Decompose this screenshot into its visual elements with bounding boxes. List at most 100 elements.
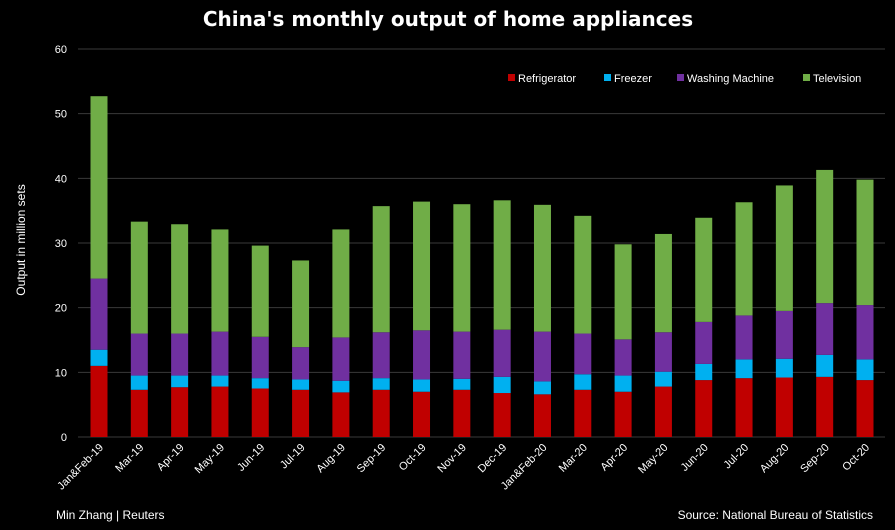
bar-segment (775, 310, 793, 359)
bar-segment (413, 379, 431, 392)
bar-segment (171, 224, 189, 334)
legend-label: Washing Machine (687, 73, 774, 85)
bar-segment (292, 260, 310, 348)
bar-segment (372, 378, 390, 390)
bar-segment (735, 378, 753, 437)
x-tick-label: Sep-20 (798, 442, 832, 476)
y-tick-label: 50 (55, 109, 67, 121)
y-tick-label: 60 (55, 44, 67, 56)
bar-segment (453, 378, 471, 390)
bar-segment (251, 245, 269, 337)
bar-segment (292, 389, 310, 437)
bar-segment (251, 378, 269, 389)
bar-segment (493, 393, 511, 437)
x-tick-label: Jul-20 (721, 442, 751, 472)
bar-segment (816, 376, 834, 437)
bar-segment (775, 185, 793, 311)
x-tick-label: May-20 (636, 442, 670, 476)
bar-segment (695, 363, 713, 381)
y-tick-label: 40 (55, 173, 67, 185)
bar-segment (654, 386, 672, 437)
bar-segment (90, 365, 108, 437)
bar-segment (574, 374, 592, 390)
x-tick-label: Oct-20 (840, 442, 872, 474)
x-tick-label: Sep-19 (355, 442, 389, 476)
x-tick-label: Aug-19 (314, 442, 348, 476)
bar-segment (332, 392, 350, 437)
x-tick-label: Nov-19 (435, 442, 469, 476)
bar-segment (533, 331, 551, 382)
x-tick-label: Aug-20 (758, 442, 792, 476)
bar-segment (130, 389, 148, 437)
gridlines (78, 48, 885, 438)
bar-segment (695, 380, 713, 437)
x-tick-label: Mar-20 (557, 442, 590, 475)
bar-segment (171, 333, 189, 376)
footer-source: Source: National Bureau of Statistics (678, 508, 873, 522)
bar-segment (413, 201, 431, 331)
bar-segment (816, 169, 834, 304)
bar-segment (735, 359, 753, 379)
bar-segment (130, 333, 148, 376)
footer-credit: Min Zhang | Reuters (56, 508, 165, 522)
bar-segment (574, 215, 592, 334)
bar-segment (251, 388, 269, 437)
bar-segment (372, 206, 390, 333)
bar-segment (856, 380, 874, 437)
bar-segment (171, 375, 189, 388)
bar-segment (372, 332, 390, 379)
bar-segment (533, 204, 551, 332)
y-axis-label: Output in million sets (14, 184, 28, 295)
bar-segment (493, 200, 511, 330)
x-tick-label: Jun-20 (679, 442, 711, 474)
bar-segment (816, 303, 834, 355)
x-tick-label: Jun-19 (235, 442, 267, 474)
bar-segment (413, 391, 431, 437)
bar-segment (211, 229, 229, 332)
bar-segment (453, 331, 471, 379)
bar-segment (856, 179, 874, 306)
x-tick-label: May-19 (193, 442, 227, 476)
bar-segment (533, 381, 551, 395)
bar-segment (574, 389, 592, 437)
bar-segment (775, 377, 793, 437)
bar-segment (775, 358, 793, 378)
x-axis-ticks: Jan&Feb-19 Mar-19 Apr-19 May-19 Jun-19 Jul-19… (55, 442, 872, 493)
bar-segment (372, 389, 390, 437)
legend-label: Freezer (614, 73, 652, 85)
bar-segment (130, 221, 148, 334)
bar-segment (332, 337, 350, 381)
legend-swatch (677, 74, 684, 81)
x-tick-label: Dec-19 (476, 442, 510, 476)
bar-segment (90, 278, 108, 350)
y-axis-ticks: 0 10 20 30 40 50 60 (55, 44, 67, 444)
x-tick-label: Apr-19 (155, 442, 187, 474)
y-tick-label: 0 (61, 432, 67, 444)
bar-segment (614, 244, 632, 340)
bar-segment (816, 354, 834, 377)
bar-segment (453, 389, 471, 437)
bar-segment (211, 375, 229, 387)
bar-segment (614, 391, 632, 437)
bar-segment (90, 349, 108, 366)
legend-label: Television (813, 73, 861, 85)
bar-segment (493, 329, 511, 377)
bar-segment (130, 375, 148, 390)
bar-segment (614, 375, 632, 392)
bar-segment (332, 380, 350, 393)
legend-swatch (604, 74, 611, 81)
bar-segment (332, 229, 350, 338)
bar-segment (251, 336, 269, 379)
chart-title: China's monthly output of home appliance… (203, 7, 693, 31)
x-tick-label: Oct-19 (397, 442, 429, 474)
bar-segment (735, 315, 753, 360)
x-tick-label: Jan&Feb-19 (55, 442, 106, 493)
x-tick-label: Apr-20 (598, 442, 630, 474)
bars (90, 96, 874, 437)
bar-segment (614, 339, 632, 376)
y-tick-label: 30 (55, 238, 67, 250)
bar-segment (654, 233, 672, 333)
bar-segment (171, 387, 189, 437)
bar-segment (695, 217, 713, 322)
